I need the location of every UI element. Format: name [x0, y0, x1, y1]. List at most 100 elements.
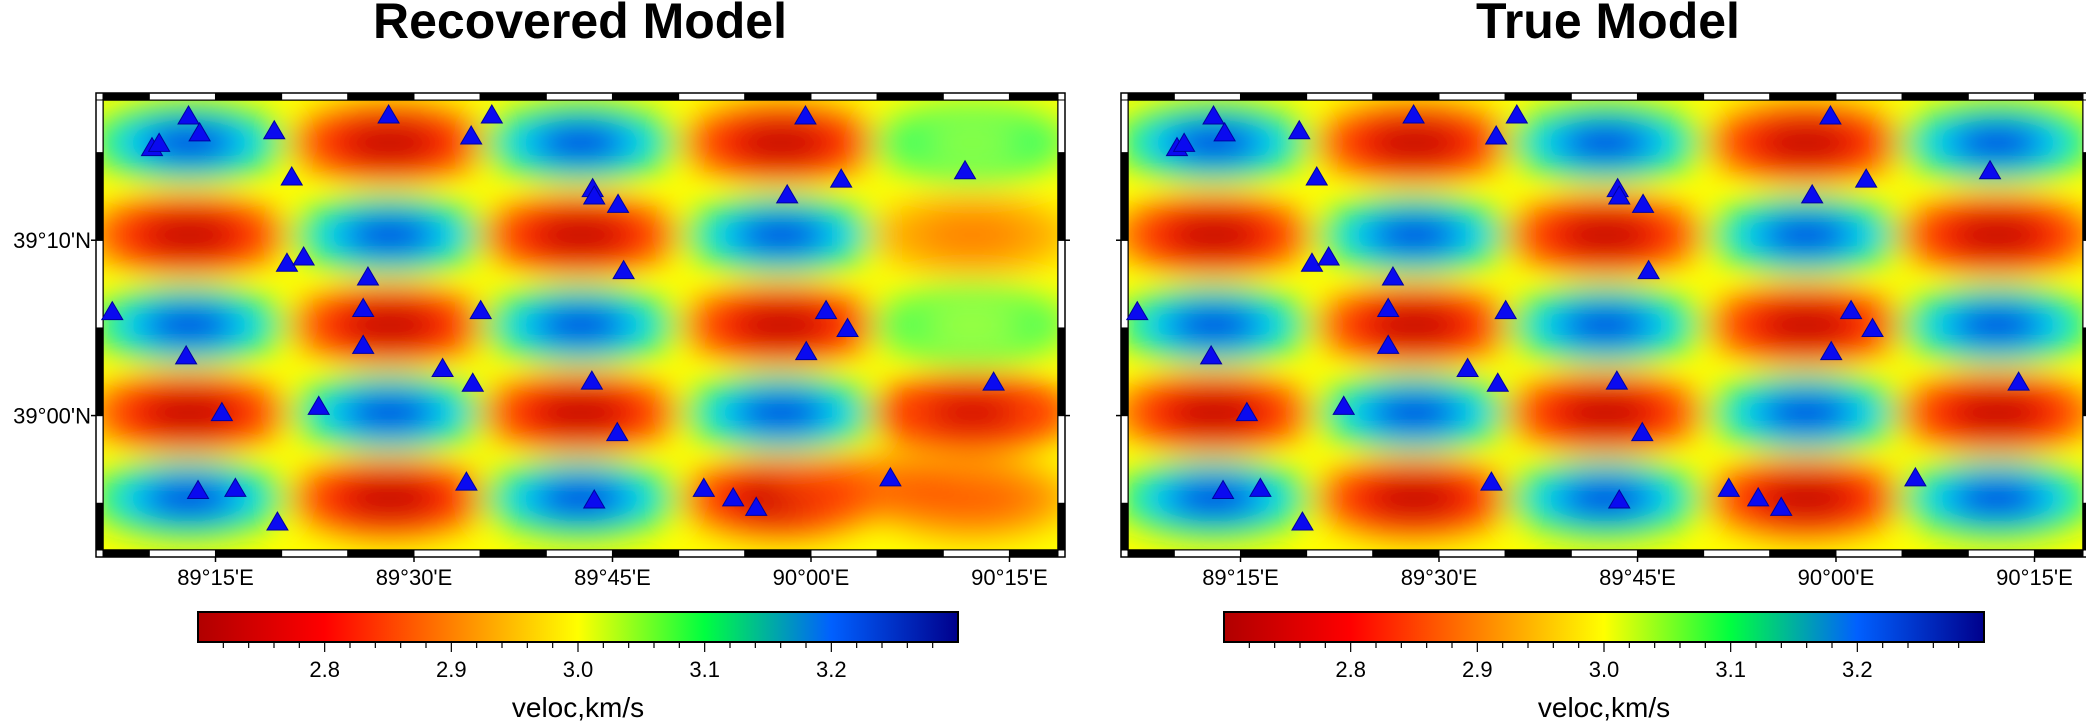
station-marker	[188, 121, 211, 142]
station-marker	[1235, 401, 1259, 422]
station-marker	[605, 421, 629, 442]
station-marker	[210, 401, 234, 422]
colorbar-tick-label: 3.0	[1589, 657, 1620, 682]
lon-tick-label: 89°30'E	[376, 565, 453, 590]
station-marker	[1484, 125, 1508, 145]
station-marker	[177, 105, 200, 125]
station-marker	[836, 317, 859, 338]
station-marker	[100, 300, 124, 321]
station-marker	[186, 479, 210, 500]
station-marker	[1305, 166, 1329, 186]
lon-tick-label: 89°45'E	[574, 565, 651, 590]
lat-tick-label: 39°00'N	[13, 404, 91, 429]
station-marker	[1291, 511, 1314, 531]
station-marker	[1746, 486, 1770, 507]
station-marker	[692, 477, 716, 497]
colorbar-tick-label: 3.1	[1715, 657, 1746, 682]
colorbar-scale	[1223, 611, 1985, 643]
station-marker	[455, 471, 478, 491]
lon-tick-label: 90°00'E	[773, 565, 850, 590]
station-marker	[1717, 477, 1741, 497]
colorbar-tick-label: 3.1	[689, 657, 720, 682]
station-marker	[1332, 395, 1356, 415]
lon-tick-label: 89°45'E	[1599, 565, 1676, 590]
lon-tick-label: 90°00'E	[1798, 565, 1875, 590]
station-marker	[292, 245, 316, 266]
station-marker	[174, 344, 198, 365]
panel-recovered-model: Recovered Model 89°15'E 89°30'E 89°45'E 90°…	[13, 0, 1070, 723]
panel-title: True Model	[1476, 0, 1740, 49]
station-marker	[1607, 184, 1631, 205]
station-marker	[1819, 340, 1843, 361]
station-marker	[1480, 471, 1503, 491]
station-marker	[469, 299, 493, 320]
station-marker	[1213, 121, 1236, 142]
station-marker	[612, 259, 635, 280]
lon-tick-label: 89°15'E	[1202, 565, 1279, 590]
station-marker	[461, 372, 485, 392]
colorbar-tick-label: 3.0	[563, 657, 594, 682]
station-marker	[953, 159, 977, 180]
station-marker	[1211, 479, 1235, 500]
station-marker	[262, 119, 286, 140]
station-marker	[1125, 300, 1149, 321]
lon-tick-label: 89°30'E	[1401, 565, 1478, 590]
station-marker	[721, 486, 745, 507]
latitude-tick-labels	[1116, 239, 1121, 417]
colorbar-tick-label: 2.8	[1335, 657, 1366, 682]
station-marker	[829, 168, 853, 188]
station-marker	[1202, 105, 1225, 125]
station-marker	[1839, 299, 1863, 320]
station-marker	[1287, 119, 1311, 140]
station-marker	[356, 265, 380, 286]
station-marker	[879, 466, 902, 487]
station-marker	[1854, 168, 1878, 188]
station-marker	[744, 496, 768, 516]
station-marker	[1172, 132, 1196, 152]
station-marker	[794, 340, 818, 361]
velocity-map	[1128, 100, 2083, 550]
station-marker	[582, 184, 606, 205]
panel-title: Recovered Model	[373, 0, 787, 49]
station-marker	[606, 193, 630, 213]
map-frame	[1120, 92, 2086, 558]
colorbar-tick-label: 3.2	[1842, 657, 1873, 682]
colorbar-tick-label: 3.2	[816, 657, 847, 682]
station-markers	[100, 103, 1005, 531]
station-marker	[1904, 466, 1927, 487]
station-marker	[1494, 299, 1518, 320]
colorbar-tick-label: 2.8	[309, 657, 340, 682]
station-marker	[1300, 252, 1324, 272]
latitude-tick-labels: 39°00'N 39°10'N	[13, 228, 1070, 429]
panel-true-model: True Model 89°15'E 89°30'E 89°45'E 90°00'E 9…	[1116, 0, 2086, 723]
colorbar-scale	[197, 611, 959, 643]
station-marker	[1199, 344, 1223, 365]
station-marker	[1607, 488, 1631, 509]
lat-tick-label: 39°10'N	[13, 228, 91, 253]
station-marker	[480, 103, 504, 124]
station-marker	[280, 166, 304, 186]
station-markers	[1125, 103, 2030, 531]
station-marker	[1456, 357, 1479, 377]
station-marker	[580, 370, 604, 390]
colorbar-tick-label: 2.9	[436, 657, 467, 682]
station-marker	[351, 297, 375, 318]
station-marker	[1605, 370, 1629, 390]
station-marker	[1800, 183, 1824, 204]
colorbar-tick-label: 2.9	[1462, 657, 1493, 682]
station-marker	[377, 103, 400, 124]
map-frame	[95, 92, 1066, 558]
colorbar-label: veloc,km/s	[1538, 692, 1670, 723]
station-marker	[1861, 317, 1884, 338]
station-marker	[351, 334, 375, 354]
station-marker	[1376, 334, 1400, 354]
station-marker	[1376, 297, 1400, 318]
lon-tick-label: 89°15'E	[177, 565, 254, 590]
station-marker	[1978, 159, 2002, 180]
station-marker	[1631, 193, 1655, 213]
station-marker	[266, 511, 289, 531]
station-marker	[223, 477, 247, 497]
colorbar: 2.8 2.9 3.0 3.1 3.2 veloc,km/s	[197, 611, 959, 723]
station-marker	[307, 395, 331, 415]
